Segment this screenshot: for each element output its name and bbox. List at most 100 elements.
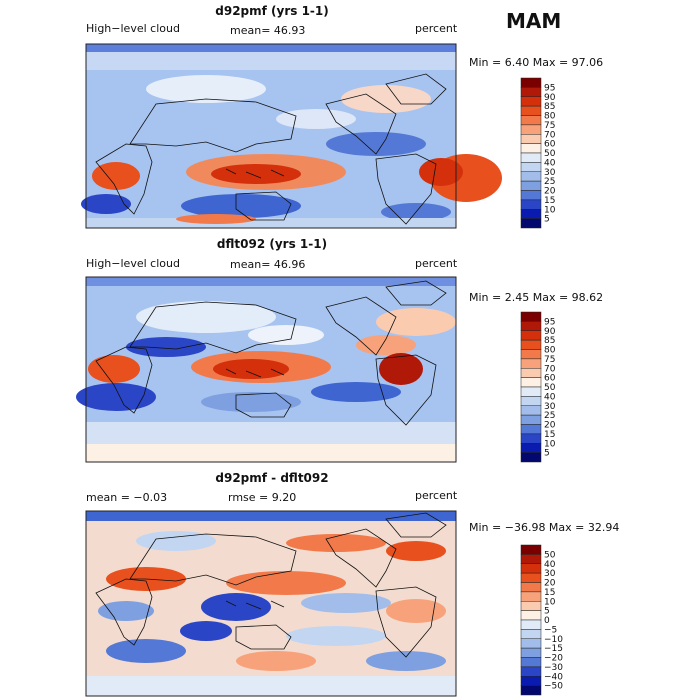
- colorbar-tick-label: −50: [544, 682, 563, 692]
- colorbar-tick-label: 80: [544, 112, 556, 122]
- colorbar-tick-label: −15: [544, 644, 563, 654]
- colorbar-swatch: [520, 657, 542, 668]
- colorbar-swatch: [520, 676, 542, 686]
- colorbar-tick-label: 15: [544, 430, 555, 440]
- panel-3-mean: mean = −0.03: [86, 491, 168, 504]
- colorbar-tick-label: 25: [544, 177, 555, 187]
- colorbar-swatch: [520, 105, 542, 116]
- colorbar-tick-label: 95: [544, 83, 555, 93]
- colorbar-tick-label: 40: [544, 392, 556, 402]
- colorbar-swatch: [520, 582, 542, 593]
- colorbar-swatch: [520, 180, 542, 191]
- colorbar-tick-label: 30: [544, 569, 556, 579]
- colorbar-swatch: [520, 171, 542, 182]
- colorbar-swatch: [520, 162, 542, 172]
- panel-3-title: d92pmf - dflt092: [215, 471, 329, 485]
- colorbar-tick-label: 20: [544, 421, 556, 431]
- colorbar-tick-label: 10: [544, 597, 556, 607]
- colorbar-tick-label: 75: [544, 355, 555, 365]
- colorbar-swatch: [520, 349, 542, 360]
- panel-2-mean: mean= 46.96: [230, 258, 306, 271]
- colorbar-swatch: [520, 666, 542, 677]
- panel-3-minmax: Min = −36.98 Max = 32.94: [469, 521, 620, 534]
- panel-1-map: [81, 43, 502, 229]
- colorbar-tick-label: 10: [544, 205, 556, 215]
- colorbar-tick-label: 20: [544, 187, 556, 197]
- colorbar-tick-label: 80: [544, 346, 556, 356]
- colorbar-tick-label: 70: [544, 130, 556, 140]
- colorbar-swatch: [520, 685, 542, 696]
- colorbar-swatch: [520, 405, 542, 416]
- colorbar-swatch: [520, 386, 542, 397]
- colorbar-tick-label: 5: [544, 215, 550, 225]
- colorbar-tick-label: 30: [544, 168, 556, 178]
- colorbar-tick-label: 85: [544, 336, 555, 346]
- colorbar-tick-label: 90: [544, 327, 556, 337]
- panel-2-title: dflt092 (yrs 1-1): [216, 237, 328, 251]
- colorbar-tick-label: 50: [544, 550, 556, 560]
- colorbar-swatch: [520, 544, 542, 555]
- colorbar-swatch: [520, 424, 542, 435]
- colorbar-swatch: [520, 218, 542, 229]
- colorbar-swatch: [520, 433, 542, 444]
- colorbar-tick-label: 20: [544, 579, 556, 589]
- colorbar-swatch: [520, 311, 542, 322]
- colorbar-tick-label: 90: [544, 93, 556, 103]
- panel-2-minmax: Min = 2.45 Max = 98.62: [469, 291, 604, 304]
- colorbar-tick-label: −30: [544, 663, 563, 673]
- colorbar-tick-label: −20: [544, 654, 563, 664]
- panel-1-mean: mean= 46.93: [230, 24, 306, 37]
- colorbar-swatch: [520, 572, 542, 583]
- colorbar-swatch: [520, 115, 542, 126]
- colorbar-tick-label: 30: [544, 402, 556, 412]
- panel-1-title: d92pmf (yrs 1-1): [215, 4, 329, 18]
- colorbar-swatch: [520, 610, 542, 621]
- colorbar-tick-label: 5: [544, 449, 550, 459]
- colorbar-swatch: [520, 339, 542, 350]
- colorbar-tick-label: 60: [544, 374, 556, 384]
- colorbar-swatch: [520, 443, 542, 453]
- colorbar-swatch: [520, 77, 542, 88]
- colorbar-swatch: [520, 124, 542, 135]
- panel-3-rmse: rmse = 9.20: [228, 491, 297, 504]
- panel-2-map: [76, 276, 457, 463]
- panel-3-units: percent: [415, 489, 458, 502]
- colorbar-swatch: [520, 452, 542, 463]
- colorbar-swatch: [520, 638, 542, 649]
- colorbar-tick-label: −5: [544, 625, 557, 635]
- colorbar-swatch: [520, 330, 542, 341]
- colorbar-tick-label: 50: [544, 149, 556, 159]
- season-label: MAM: [506, 9, 562, 33]
- panel-2-units: percent: [415, 257, 458, 270]
- colorbar-swatch: [520, 152, 542, 163]
- colorbar-tick-label: 15: [544, 588, 555, 598]
- panel-3-map: [85, 510, 457, 697]
- colorbar-tick-label: 75: [544, 121, 555, 131]
- colorbar-swatch: [520, 143, 542, 154]
- panel-1-minmax: Min = 6.40 Max = 97.06: [469, 56, 604, 69]
- colorbar-tick-label: 40: [544, 560, 556, 570]
- colorbar-swatch: [520, 414, 542, 425]
- colorbar-swatch: [520, 601, 542, 611]
- panel-1-variable-label: High−level cloud: [86, 22, 180, 35]
- colorbar-tick-label: 60: [544, 140, 556, 150]
- colorbar-swatch: [520, 87, 542, 97]
- colorbar-swatch: [520, 134, 542, 144]
- colorbar-tick-label: 5: [544, 607, 550, 617]
- colorbar-tick-label: 10: [544, 439, 556, 449]
- colorbar-tick-label: 25: [544, 411, 555, 421]
- colorbar-tick-label: −10: [544, 635, 563, 645]
- colorbar-swatch: [520, 377, 542, 388]
- colorbar-tick-label: 85: [544, 102, 555, 112]
- colorbar-swatch: [520, 619, 542, 630]
- colorbar-swatch: [520, 190, 542, 201]
- colorbar-swatch: [520, 629, 542, 639]
- colorbar-swatch: [520, 368, 542, 378]
- colorbar-tick-label: 15: [544, 196, 555, 206]
- colorbar-tick-label: 50: [544, 383, 556, 393]
- colorbar-swatch: [520, 554, 542, 564]
- panel-1-units: percent: [415, 22, 458, 35]
